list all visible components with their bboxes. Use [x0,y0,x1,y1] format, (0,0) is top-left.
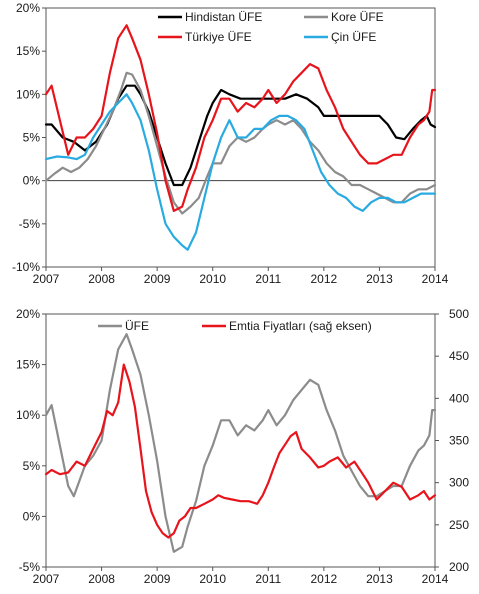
x-tick-label: 2011 [255,272,281,286]
y-tick-label: 15% [16,358,40,372]
x-tick-label: 2007 [33,572,60,586]
y-axis-top: 20% 15% 10% 5% 0% -5% -10% [12,1,46,274]
x-tick-label: 2010 [199,272,226,286]
y-tick-label: 5% [23,459,41,473]
y2-tick-label: 200 [449,560,469,574]
y-tick-label: 0% [23,174,41,188]
y2-tick-label: 350 [449,434,469,448]
chart-bottom: 20% 15% 10% 5% 0% -5% 500 450 400 350 300 250 200 2… [16,307,469,586]
x-tick-label: 2014 [422,272,449,286]
series-line-0-2 [44,24,437,212]
legend-label-kore: Kore ÜFE [331,10,384,24]
y2-tick-label: 400 [449,391,469,405]
x-tick-label: 2009 [144,572,171,586]
legend-bottom: ÜFE Emtia Fiyatları (sağ eksen) [98,319,372,333]
y-tick-label: 10% [16,87,40,101]
y2-tick-label: 300 [449,476,469,490]
y-tick-label: 20% [16,1,40,15]
legend-top: Hindistan ÜFE Kore ÜFE Türkiye ÜFE Çin Ü… [158,10,384,44]
x-tick-label: 2013 [366,272,393,286]
plot-area-bottom [45,313,436,568]
x-tick-label: 2013 [366,572,393,586]
x-axis-top: 2007 2008 2009 2010 2011 2012 2013 2014 [33,267,449,286]
y-axis-left-bottom: 20% 15% 10% 5% 0% -5% [16,307,46,574]
x-tick-label: 2008 [88,572,115,586]
y-tick-label: -5% [19,560,41,574]
x-tick-label: 2012 [311,272,338,286]
y-tick-label: 0% [23,509,41,523]
series-line-0-3 [44,93,437,251]
x-tick-label: 2014 [422,572,449,586]
y-tick-label: 20% [16,307,40,321]
y2-tick-label: 450 [449,349,469,363]
y-tick-label: 10% [16,408,40,422]
legend-label-hindistan: Hindistan ÜFE [185,10,262,24]
y-tick-label: 5% [23,131,41,145]
y-tick-label: -5% [19,217,41,231]
y-axis-right-bottom: 500 450 400 350 300 250 200 [435,307,469,574]
series-group-bottom [44,333,437,553]
legend-label-emtia: Emtia Fiyatları (sağ eksen) [229,319,372,333]
legend-label-ufe: ÜFE [125,319,149,333]
chart-top: 20% 15% 10% 5% 0% -5% -10% 2007 2008 2009 2010 201… [12,1,449,286]
x-tick-label: 2008 [88,272,115,286]
series-line-1-1 [44,363,437,539]
x-tick-label: 2007 [33,272,60,286]
y2-tick-label: 250 [449,518,469,532]
x-tick-label: 2009 [144,272,171,286]
legend-label-cin: Çin ÜFE [331,30,376,44]
x-tick-label: 2011 [255,572,281,586]
x-axis-bottom: 2007 2008 2009 2010 2011 2012 2013 2014 [33,567,449,586]
y-tick-label: -10% [12,260,40,274]
legend-label-turkiye: Türkiye ÜFE [185,30,252,44]
series-group-top [44,24,437,251]
x-tick-label: 2010 [199,572,226,586]
x-tick-label: 2012 [311,572,338,586]
y2-tick-label: 500 [449,307,469,321]
y-tick-label: 15% [16,44,40,58]
